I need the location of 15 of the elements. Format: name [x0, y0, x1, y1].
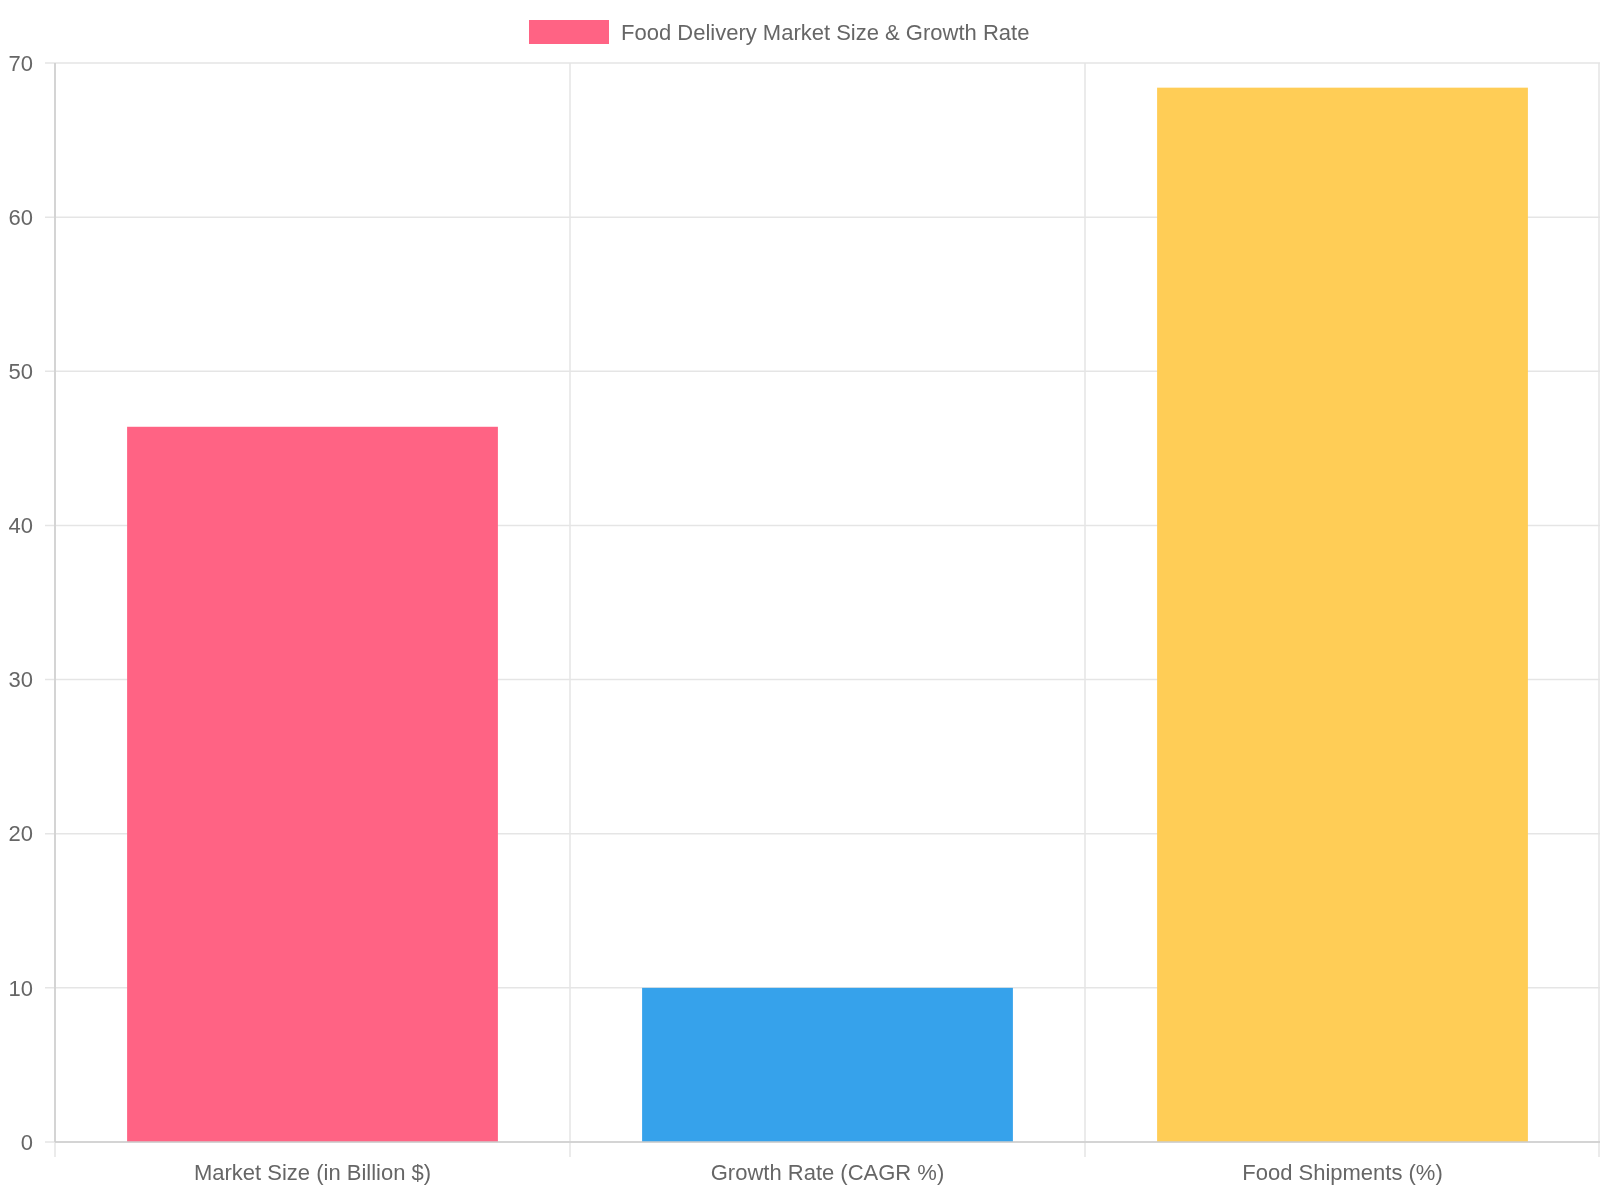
y-tick-label: 70 [8, 50, 33, 76]
bar [1157, 87, 1528, 1142]
y-tick-label: 0 [20, 1129, 33, 1155]
x-tick-label: Market Size (in Billion $) [193, 1160, 432, 1185]
bar [127, 426, 498, 1142]
y-tick-label: 10 [8, 975, 33, 1001]
y-tick-label: 20 [8, 821, 33, 847]
legend-label: Food Delivery Market Size & Growth Rate [621, 19, 1030, 45]
y-tick-label: 60 [8, 204, 33, 230]
y-tick-label: 30 [8, 667, 33, 693]
y-tick-label: 50 [8, 358, 33, 384]
bar [642, 987, 1013, 1142]
x-tick-label: Growth Rate (CAGR %) [710, 1160, 945, 1185]
x-tick-label: Food Shipments (%) [1242, 1160, 1443, 1185]
y-tick-label: 40 [8, 513, 33, 539]
